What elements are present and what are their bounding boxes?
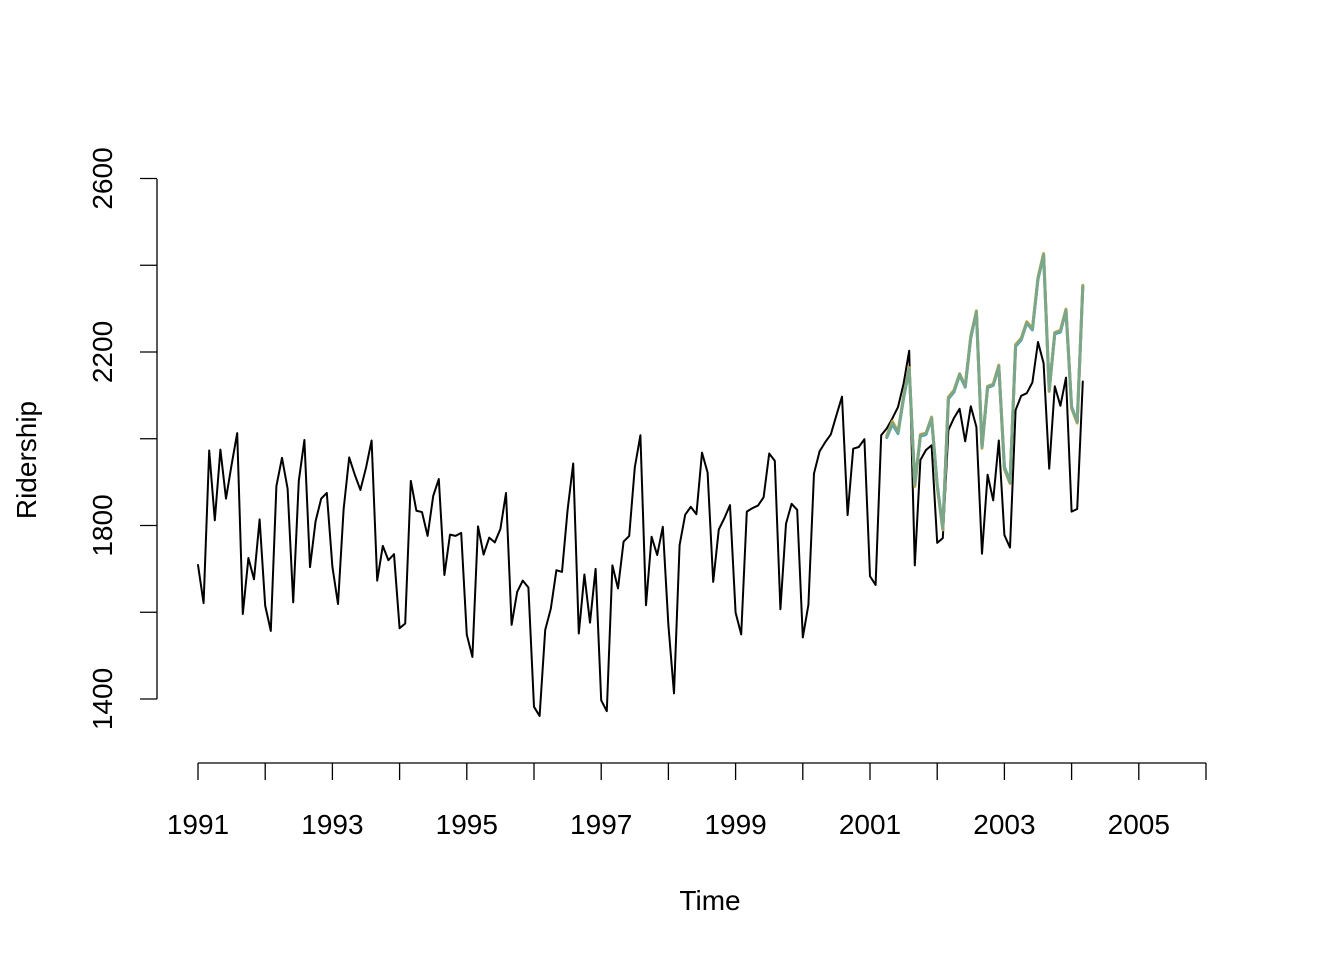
- series-line-fitted-2: [885, 252, 1085, 532]
- x-tick-label: 2003: [973, 809, 1035, 840]
- series-line-fitted-1: [885, 253, 1085, 531]
- series-line-fitted-3: [885, 252, 1085, 531]
- x-tick-label: 1995: [436, 809, 498, 840]
- x-tick-label: 1999: [704, 809, 766, 840]
- x-tick-label: 1997: [570, 809, 632, 840]
- y-axis-title: Ridership: [11, 401, 42, 519]
- x-tick-label: 2005: [1108, 809, 1170, 840]
- y-tick-label: 2600: [87, 147, 118, 209]
- series-line-observed: [197, 341, 1084, 717]
- y-tick-label: 1400: [87, 668, 118, 730]
- x-tick-label: 1993: [301, 809, 363, 840]
- y-tick-label: 1800: [87, 494, 118, 556]
- plot-series: [197, 252, 1085, 717]
- x-tick-label: 1991: [167, 809, 229, 840]
- x-tick-label: 2001: [839, 809, 901, 840]
- y-tick-label: 2200: [87, 321, 118, 383]
- x-axis: 1991 1993 1995 1997 1999 2001 2003 2005: [167, 762, 1207, 840]
- y-axis: 1400 1800 2200 2600: [87, 147, 158, 730]
- x-axis-title: Time: [679, 885, 740, 916]
